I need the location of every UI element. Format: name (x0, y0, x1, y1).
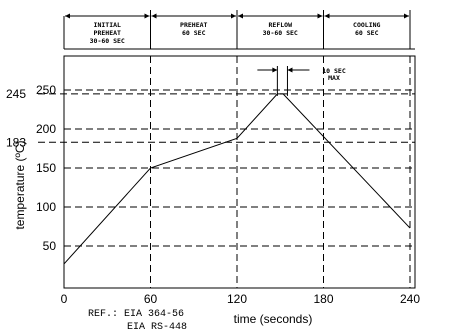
phase-label: 60 SEC (182, 29, 206, 37)
annotation-arrowhead (287, 67, 293, 73)
phase-arrowhead (151, 13, 157, 19)
chart-frame (63, 55, 416, 289)
series-layer (63, 93, 411, 265)
phase-arrowhead (238, 13, 243, 19)
x-tick-label: 240 (400, 292, 420, 306)
phase-arrowhead (231, 13, 236, 19)
phase-label: INITIAL (94, 21, 121, 29)
grid-lines (38, 56, 415, 288)
phase-arrowhead (317, 13, 323, 19)
y-marker-label: 183 (6, 135, 26, 149)
annotation-label: 10 SEC (322, 67, 346, 75)
y-marker-label: 245 (6, 87, 26, 101)
reference-text-line-2: EIA RS-448 (127, 322, 187, 332)
y-tick-label: 100 (36, 200, 56, 214)
x-tick-label: 0 (61, 292, 68, 306)
annotation-label: MAX (328, 74, 340, 82)
y-tick-label: 50 (43, 239, 57, 253)
phase-label: 60 SEC (355, 29, 379, 37)
phase-label: COOLING (353, 21, 380, 29)
x-tick-label: 60 (144, 292, 158, 306)
phase-arrowhead (404, 13, 409, 19)
phase-arrowhead (65, 13, 70, 19)
x-tick-label: 120 (227, 292, 247, 306)
phase-arrowhead (144, 13, 150, 19)
phase-label: PREHEAT (180, 21, 207, 29)
x-axis-label: time (seconds) (234, 312, 313, 326)
phase-label: 30-60 SEC (90, 37, 125, 45)
phase-arrowhead (324, 13, 330, 19)
y-tick-label: 200 (36, 122, 56, 136)
x-tick-label: 180 (313, 292, 333, 306)
y-tick-label: 250 (36, 83, 56, 97)
phase-label: 30-60 SEC (263, 29, 298, 37)
annotation-arrowhead (272, 67, 278, 73)
reference-text-line-1: REF.: EIA 364-56 (88, 309, 184, 320)
y-axis-label: temperature (ºC) (13, 140, 27, 229)
plot-border (63, 55, 416, 289)
phase-label: PREHEAT (94, 29, 121, 37)
axis-ticks: 50 100 150 200 250 245 183 0 60 120 180 240 (6, 83, 420, 306)
temperature-profile-line (63, 93, 411, 265)
y-tick-label: 150 (36, 161, 56, 175)
phase-label: REFLOW (269, 21, 293, 29)
